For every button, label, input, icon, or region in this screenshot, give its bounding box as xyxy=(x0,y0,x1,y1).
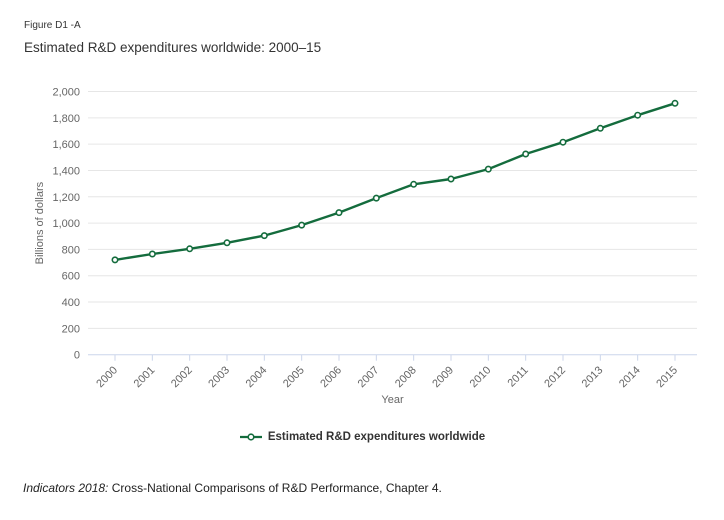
x-axis-tick-label: 2000 xyxy=(94,364,120,390)
data-point-2009 xyxy=(447,175,455,183)
y-axis-tick-label: 600 xyxy=(62,271,80,283)
data-point-2002 xyxy=(186,245,194,253)
y-axis-tick-label: 1,600 xyxy=(52,139,80,151)
x-axis-tick-label: 2007 xyxy=(356,364,382,390)
source-note-publication: Indicators 2018: xyxy=(23,481,109,495)
series-line xyxy=(113,102,677,262)
x-axis-tick-label: 2008 xyxy=(393,364,419,390)
data-point-2005 xyxy=(298,221,306,229)
data-point-2006 xyxy=(335,209,343,217)
data-point-2014 xyxy=(634,111,642,119)
data-point-2001 xyxy=(148,250,156,258)
x-axis-tick-label: 2006 xyxy=(318,364,344,390)
data-point-2015 xyxy=(671,99,679,107)
y-axis-tick-label: 400 xyxy=(62,297,80,309)
legend-item-rd-expenditures[interactable]: Estimated R&D expenditures worldwide xyxy=(239,431,485,443)
figure-number-label: Figure D1 -A xyxy=(24,20,81,31)
x-axis-tick-label: 2010 xyxy=(468,364,494,390)
chart-legend: Estimated R&D expenditures worldwide xyxy=(0,429,724,447)
data-point-2012 xyxy=(559,138,567,146)
x-axis-tick-label: 2013 xyxy=(580,364,606,390)
y-axis-tick-label: 0 xyxy=(74,350,80,362)
legend-line-marker-icon xyxy=(239,433,262,441)
source-note-text: Cross-National Comparisons of R&D Perfor… xyxy=(111,481,442,495)
data-point-2011 xyxy=(522,150,530,158)
x-axis-tick-label: 2012 xyxy=(542,364,568,390)
y-axis-tick-label: 2,000 xyxy=(52,87,80,99)
y-axis-tick-label: 1,800 xyxy=(52,113,80,125)
x-axis-tick-label: 2014 xyxy=(617,364,643,390)
data-point-2008 xyxy=(410,180,418,188)
data-point-2007 xyxy=(372,194,380,202)
data-point-2003 xyxy=(223,239,231,247)
x-axis-tick-label: 2001 xyxy=(132,364,158,390)
data-point-2004 xyxy=(260,232,268,240)
x-axis-tick-label: 2015 xyxy=(654,364,680,390)
x-axis-tick-label: 2005 xyxy=(281,364,307,390)
data-point-2010 xyxy=(484,165,492,173)
legend-label: Estimated R&D expenditures worldwide xyxy=(267,431,486,443)
data-point-2013 xyxy=(596,124,604,132)
x-axis-title: Year xyxy=(381,394,404,406)
y-axis-title: Billions of dollars xyxy=(34,181,46,264)
y-axis-tick-label: 800 xyxy=(62,244,80,256)
y-axis-tick-label: 1,000 xyxy=(52,218,80,230)
y-axis-tick-label: 1,400 xyxy=(52,165,80,177)
data-point-2000 xyxy=(111,256,119,264)
x-axis-tick-label: 2009 xyxy=(430,364,456,390)
y-axis-tick-label: 1,200 xyxy=(52,192,80,204)
x-axis-tick-label: 2003 xyxy=(206,364,232,390)
x-axis-tick-label: 2011 xyxy=(506,364,531,389)
chart-title: Estimated R&D expenditures worldwide: 20… xyxy=(24,40,322,55)
x-axis-tick-label: 2002 xyxy=(169,364,195,390)
x-axis-tick-label: 2004 xyxy=(244,364,270,390)
y-axis-tick-label: 200 xyxy=(62,323,80,335)
source-note: Indicators 2018: Cross-National Comparis… xyxy=(23,481,442,495)
